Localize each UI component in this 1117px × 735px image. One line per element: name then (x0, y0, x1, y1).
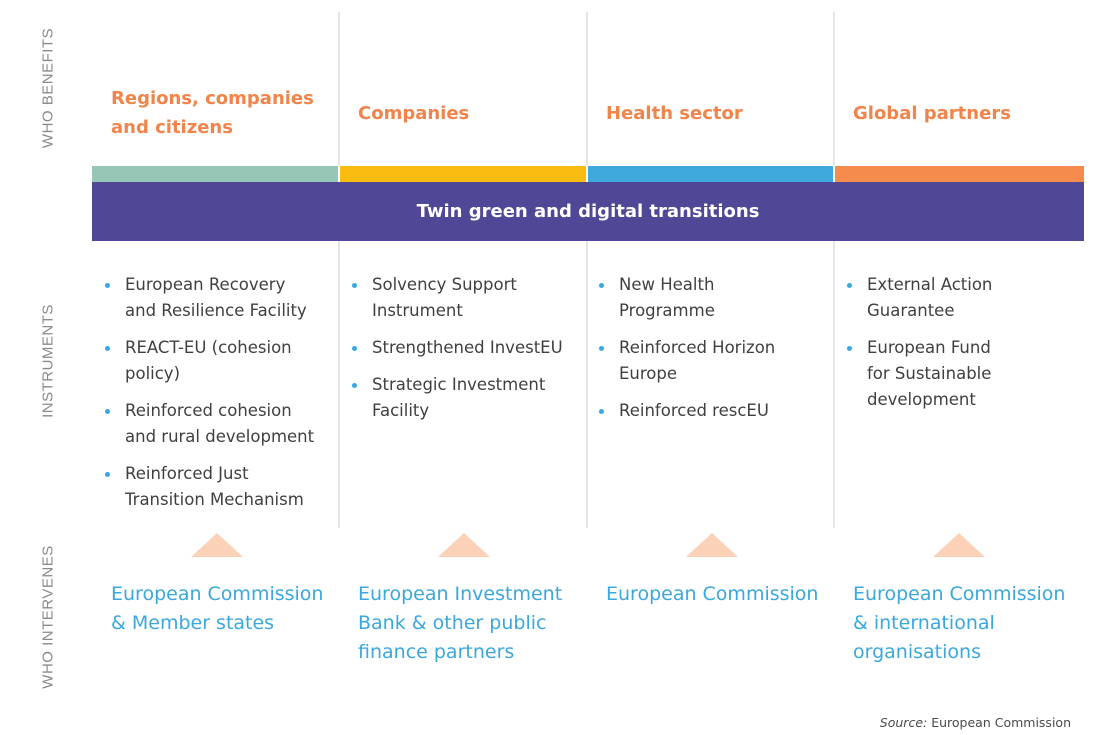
instrument-item: Strategic Investment Facility (351, 372, 586, 424)
column-divider (586, 241, 588, 528)
instrument-item: Reinforced Horizon Europe (598, 335, 833, 387)
instrument-list-health: New Health Programme Reinforced Horizon … (598, 272, 833, 435)
bullet-icon (847, 346, 852, 351)
row-label-who-benefits: WHO BENEFITS (39, 27, 57, 149)
color-band-2 (340, 166, 586, 182)
instrument-item: Reinforced rescEU (598, 398, 833, 424)
instrument-item: New Health Programme (598, 272, 833, 324)
column-divider (833, 241, 835, 528)
column-divider (338, 241, 340, 528)
benefit-heading-companies: Companies (358, 102, 470, 124)
twin-transitions-banner: Twin green and digital transitions (92, 182, 1084, 241)
bullet-icon (352, 283, 357, 288)
bullet-icon (599, 346, 604, 351)
instrument-item: European Fund for Sustainable developmen… (846, 335, 1081, 413)
bullet-icon (105, 472, 110, 477)
bullet-icon (352, 383, 357, 388)
up-arrow-icon (438, 533, 490, 557)
bullet-icon (847, 283, 852, 288)
benefit-heading-global: Global partners (853, 102, 1011, 124)
row-label-instruments: INSTRUMENTS (39, 304, 57, 418)
column-divider (338, 12, 340, 166)
color-band-4 (835, 166, 1084, 182)
intervener-global: European Commission & international orga… (853, 583, 1066, 663)
intervener-regions: European Commission & Member states (111, 583, 324, 634)
instrument-item: External Action Guarantee (846, 272, 1081, 324)
instrument-item: Solvency Support Instrument (351, 272, 586, 324)
source-note: Source: European Commission (880, 715, 1071, 730)
instrument-item: Strengthened InvestEU (351, 335, 586, 361)
column-divider (586, 12, 588, 166)
benefit-heading-health: Health sector (606, 102, 743, 124)
bullet-icon (352, 346, 357, 351)
bullet-icon (105, 346, 110, 351)
up-arrow-icon (191, 533, 243, 557)
instrument-item: European Recovery and Resilience Facilit… (104, 272, 339, 324)
source-text: European Commission (931, 715, 1071, 730)
bullet-icon (599, 283, 604, 288)
color-band-1 (92, 166, 338, 182)
bullet-icon (105, 283, 110, 288)
instrument-list-companies: Solvency Support Instrument Strengthened… (351, 272, 586, 435)
row-label-who-intervenes: WHO INTERVENES (39, 545, 57, 689)
instrument-list-global: External Action Guarantee European Fund … (846, 272, 1081, 424)
instrument-list-regions: European Recovery and Resilience Facilit… (104, 272, 339, 524)
intervener-companies: European Investment Bank & other public … (358, 583, 563, 663)
up-arrow-icon (686, 533, 738, 557)
instrument-item: Reinforced cohesion and rural developmen… (104, 398, 339, 450)
color-band-3 (588, 166, 833, 182)
intervener-health: European Commission (606, 583, 819, 605)
bullet-icon (105, 409, 110, 414)
benefit-heading-regions: Regions, companies and citizens (111, 88, 314, 138)
up-arrow-icon (933, 533, 985, 557)
instrument-item: Reinforced Just Transition Mechanism (104, 461, 339, 513)
column-divider (833, 12, 835, 166)
bullet-icon (599, 409, 604, 414)
source-label: Source: (879, 715, 928, 730)
instrument-item: REACT-EU (cohesion policy) (104, 335, 339, 387)
